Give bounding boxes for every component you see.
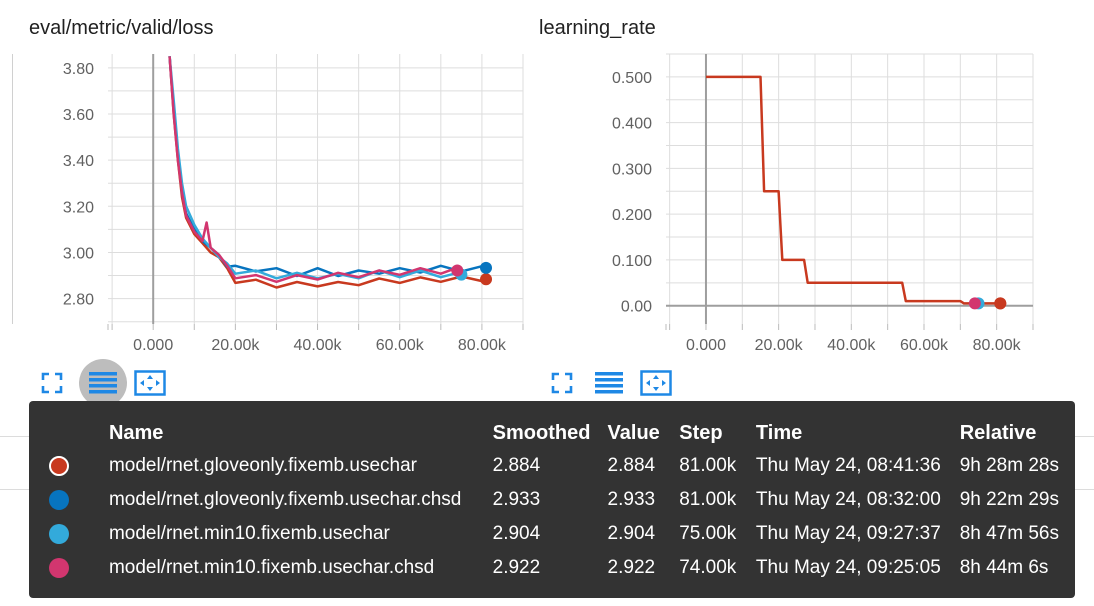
tooltip-smoothed: 2.922 xyxy=(492,557,541,578)
fullscreen-button[interactable] xyxy=(542,363,582,403)
tooltip-smoothed: 2.884 xyxy=(492,455,541,476)
series-color-dot xyxy=(49,489,69,510)
tooltip-table: Name Smoothed Value Step Time Relative m… xyxy=(41,417,1075,585)
loss-chart[interactable]: 0.000 20.00k 40.00k 60.00k 80.00k 3.80 3.60 3.4… xyxy=(63,54,524,354)
x-tick-label: 20.00k xyxy=(211,337,260,354)
y-tick-label: 3.20 xyxy=(63,199,94,216)
tooltip-relative: 9h 28m 28s xyxy=(959,455,1059,476)
log-scale-button[interactable] xyxy=(79,359,127,407)
series-line xyxy=(168,56,458,284)
x-tick-label: 80.00k xyxy=(458,337,507,354)
y-tick-label: 0.100 xyxy=(612,253,652,270)
series-color-dot xyxy=(49,523,69,544)
loss-card-title: eval/metric/valid/loss xyxy=(29,17,214,39)
series-endpoint xyxy=(480,261,493,274)
tooltip-relative: 9h 22m 29s xyxy=(959,489,1059,510)
color-column-header xyxy=(41,417,109,449)
x-tick-label: 40.00k xyxy=(294,337,343,354)
y-tick-label: 0.400 xyxy=(612,116,652,133)
x-tick-label: 60.00k xyxy=(376,337,425,354)
fit-domain-icon xyxy=(134,370,166,396)
tooltip-step: 75.00k xyxy=(679,523,737,544)
series-endpoint xyxy=(451,264,464,277)
series-color-cell xyxy=(41,551,109,585)
y-tick-label: 2.80 xyxy=(63,292,94,309)
previous-card-edge xyxy=(12,54,13,324)
tooltip-name: model/rnet.gloveonly.fixemb.usechar xyxy=(108,455,417,476)
x-tick-label: 0.000 xyxy=(686,337,726,354)
tooltip-row: model/rnet.min10.fixemb.usechar 2.904 2.90… xyxy=(41,517,1075,551)
series-color-cell xyxy=(41,517,109,551)
tooltip-time: Thu May 24, 09:27:37 xyxy=(755,523,941,544)
series-endpoint xyxy=(480,273,493,286)
tooltip-row: model/rnet.min10.fixemb.usechar.chsd 2.92… xyxy=(41,551,1075,585)
list-lines-icon xyxy=(595,372,623,394)
tooltip-value: 2.884 xyxy=(607,455,656,476)
series-color-cell xyxy=(41,483,109,517)
tooltip-name: model/rnet.gloveonly.fixemb.usechar.chsd xyxy=(108,489,462,510)
value-header: Value xyxy=(607,421,660,444)
tooltip-relative: 8h 44m 6s xyxy=(959,557,1049,578)
tooltip-smoothed: 2.904 xyxy=(492,523,541,544)
time-header: Time xyxy=(755,421,803,444)
x-tick-label: 40.00k xyxy=(827,337,876,354)
series-line xyxy=(706,75,1001,305)
series-endpoint xyxy=(968,297,981,310)
tooltip-value: 2.904 xyxy=(607,523,656,544)
tooltip-step: 81.00k xyxy=(679,489,737,510)
series-endpoint xyxy=(994,297,1007,310)
y-tick-label: 3.40 xyxy=(63,153,94,170)
relative-header: Relative xyxy=(959,421,1037,444)
tooltip-value: 2.922 xyxy=(607,557,656,578)
series-tooltip: Name Smoothed Value Step Time Relative m… xyxy=(29,401,1075,598)
tooltip-row: model/rnet.gloveonly.fixemb.usechar 2.884… xyxy=(41,449,1075,483)
fit-domain-button[interactable] xyxy=(130,363,170,403)
series-color-cell xyxy=(41,449,109,483)
fullscreen-button[interactable] xyxy=(32,363,72,403)
y-tick-label: 3.00 xyxy=(63,245,94,262)
tooltip-step: 81.00k xyxy=(679,455,737,476)
series-color-dot xyxy=(49,455,69,476)
tooltip-row: model/rnet.gloveonly.fixemb.usechar.chsd… xyxy=(41,483,1075,517)
fit-domain-icon xyxy=(640,370,672,396)
y-tick-label: 0.200 xyxy=(612,207,652,224)
lr-chart-toolbar xyxy=(542,363,683,403)
x-tick-label: 20.00k xyxy=(755,337,804,354)
smoothed-header: Smoothed xyxy=(492,421,591,444)
tooltip-name: model/rnet.min10.fixemb.usechar.chsd xyxy=(108,557,435,578)
tooltip-time: Thu May 24, 09:25:05 xyxy=(755,557,941,578)
log-scale-button[interactable] xyxy=(589,363,629,403)
charts-canvas: 0.000 20.00k 40.00k 60.00k 80.00k 3.80 3.60 3.4… xyxy=(63,53,1034,354)
step-header: Step xyxy=(679,421,723,444)
y-tick-label: 3.80 xyxy=(63,61,94,78)
tooltip-step: 74.00k xyxy=(679,557,737,578)
x-tick-label: 80.00k xyxy=(973,337,1022,354)
tooltip-smoothed: 2.933 xyxy=(492,489,541,510)
tooltip-time: Thu May 24, 08:41:36 xyxy=(755,455,941,476)
x-tick-label: 60.00k xyxy=(900,337,949,354)
y-tick-label: 0.00 xyxy=(621,299,652,316)
list-lines-icon xyxy=(89,372,117,394)
tooltip-relative: 8h 47m 56s xyxy=(959,523,1059,544)
name-header: Name xyxy=(108,421,164,444)
fullscreen-icon xyxy=(551,372,573,394)
y-tick-label: 3.60 xyxy=(63,107,94,124)
series-line xyxy=(168,56,487,278)
tooltip-value: 2.933 xyxy=(607,489,656,510)
learning-rate-chart[interactable]: 0.000 20.00k 40.00k 60.00k 80.00k 0.500 0.400 0… xyxy=(612,53,1034,354)
x-tick-label: 0.000 xyxy=(133,337,173,354)
series-line xyxy=(168,56,462,280)
y-tick-label: 0.500 xyxy=(612,70,652,87)
tooltip-header-row: Name Smoothed Value Step Time Relative xyxy=(41,417,1075,449)
y-tick-label: 0.300 xyxy=(612,161,652,178)
loss-chart-toolbar xyxy=(32,359,177,407)
tooltip-name: model/rnet.min10.fixemb.usechar xyxy=(108,523,390,544)
fit-domain-button[interactable] xyxy=(636,363,676,403)
series-color-dot xyxy=(49,557,69,578)
lr-card-title: learning_rate xyxy=(539,17,656,39)
fullscreen-icon xyxy=(41,372,63,394)
tooltip-time: Thu May 24, 08:32:00 xyxy=(755,489,941,510)
